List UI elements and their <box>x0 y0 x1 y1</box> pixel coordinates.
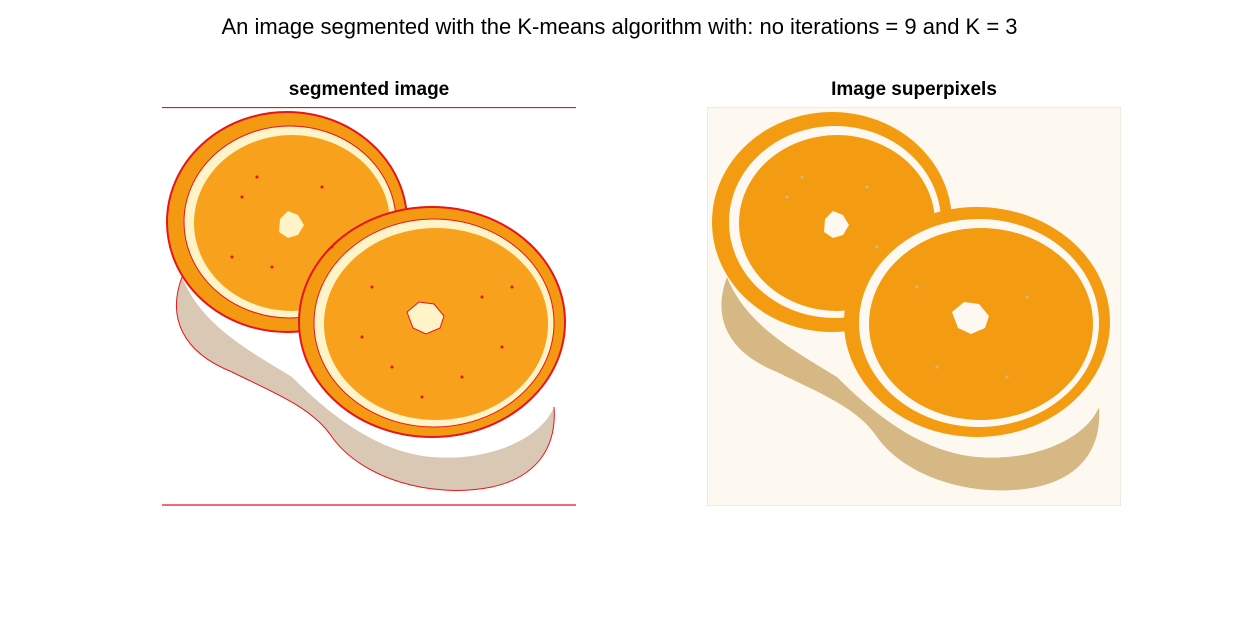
superpixels-panel <box>707 107 1121 506</box>
superpixels-image <box>707 107 1121 506</box>
right-orange-half <box>298 206 566 438</box>
right-orange-cluster <box>844 207 1110 437</box>
segmented-image-panel <box>162 107 576 506</box>
cluster-speckles <box>785 175 1029 379</box>
shadow-boundary-contour <box>175 276 555 491</box>
segment-speckles <box>230 175 514 399</box>
panel-title-image-superpixels: Image superpixels <box>831 79 997 100</box>
figure-title: An image segmented with the K-means algo… <box>221 14 1018 39</box>
shadow-cluster <box>721 277 1100 491</box>
panel-title-segmented-image: segmented image <box>288 79 450 100</box>
shadow-region <box>176 277 555 491</box>
segmented-image <box>162 107 576 506</box>
